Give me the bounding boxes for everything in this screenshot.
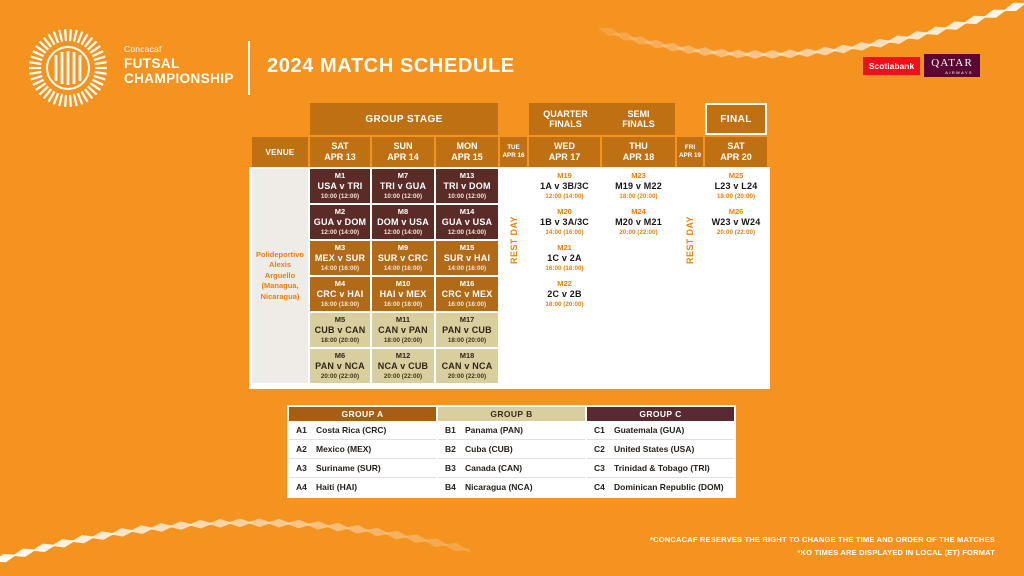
match-cell-m1: M1 USA v TRI 10:00 (12:00) bbox=[310, 169, 370, 203]
match-cell-m14: M14 GUA v USA 12:00 (14:00) bbox=[436, 205, 498, 239]
day-header-fri-apr-19: FRI APR 19 bbox=[677, 137, 703, 167]
day-header-wed-apr-17: WED APR 17 bbox=[529, 137, 600, 167]
match-cell-m5: M5 CUB v CAN 18:00 (20:00) bbox=[310, 313, 370, 347]
sponsor-logos: Scotiabank QATAR AIRWAYS bbox=[862, 54, 980, 77]
match-cell-m22: M22 2C v 2B 18:00 (20:00) bbox=[545, 279, 584, 308]
table-row: C4 Dominican Republic (DOM) bbox=[587, 478, 734, 496]
match-cell-m18: M18 CAN v NCA 20:00 (22:00) bbox=[436, 349, 498, 383]
day-header-tue-apr-16: TUE APR 16 bbox=[500, 137, 527, 167]
match-cell-m15: M15 SUR v HAI 14:00 (16:00) bbox=[436, 241, 498, 275]
header-divider bbox=[248, 41, 250, 95]
table-row: B4 Nicaragua (NCA) bbox=[438, 478, 585, 496]
match-cell-m19: M19 1A v 3B/3C 12:00 (14:00) bbox=[540, 171, 589, 200]
phase-knockout-bar: QUARTER FINALS SEMI FINALS bbox=[529, 103, 675, 135]
match-cell-m21: M21 1C v 2A 16:00 (18:00) bbox=[545, 243, 584, 272]
table-row: B1 Panama (PAN) bbox=[438, 421, 585, 440]
brand-line2: CHAMPIONSHIP bbox=[124, 70, 234, 86]
concacaf-logo bbox=[29, 29, 107, 107]
footnote-line: *KO TIMES ARE DISPLAYED IN LOCAL (ET) FO… bbox=[797, 548, 995, 558]
venue-column-header: VENUE bbox=[252, 137, 308, 167]
rest-day-fri: REST DAY bbox=[685, 216, 696, 264]
futsal-ball-icon bbox=[46, 46, 90, 90]
phase-semi-finals: SEMI FINALS bbox=[622, 108, 655, 129]
match-cell-m6: M6 PAN v NCA 20:00 (22:00) bbox=[310, 349, 370, 383]
phase-final: FINAL bbox=[705, 103, 767, 135]
group-c-table: GROUP C C1 Guatemala (GUA) C2 United Sta… bbox=[587, 407, 734, 496]
match-cell-m20: M20 1B v 3A/3C 14:00 (16:00) bbox=[539, 207, 590, 236]
table-row: C1 Guatemala (GUA) bbox=[587, 421, 734, 440]
rest-day-tue: REST DAY bbox=[508, 216, 519, 264]
sunburst-decoration-top-right bbox=[598, 0, 1024, 59]
table-row: A1 Costa Rica (CRC) bbox=[289, 421, 436, 440]
group-c-header: GROUP C bbox=[587, 407, 734, 421]
group-b-table: GROUP B B1 Panama (PAN) B2 Cuba (CUB) B3… bbox=[438, 407, 585, 496]
table-row: C2 United States (USA) bbox=[587, 440, 734, 459]
match-cell-m25: M25 L23 v L24 18:00 (20:00) bbox=[714, 171, 758, 200]
schedule-table: GROUP STAGE QUARTER FINALS SEMI FINALS F… bbox=[249, 103, 770, 389]
footnotes: *CONCACAF RESERVES THE RIGHT TO CHANGE T… bbox=[650, 533, 995, 559]
day-header-mon-apr-15: MON APR 15 bbox=[436, 137, 498, 167]
phase-quarter-finals: QUARTER FINALS bbox=[543, 108, 588, 129]
match-cell-m10: M10 HAI v MEX 16:00 (18:00) bbox=[372, 277, 434, 311]
qatar-airways-sub: AIRWAYS bbox=[945, 70, 973, 75]
match-cell-m24: M24 M20 v M21 20:00 (22:00) bbox=[615, 207, 662, 236]
table-row: A4 Haiti (HAI) bbox=[289, 478, 436, 496]
match-cell-m12: M12 NCA v CUB 20:00 (22:00) bbox=[372, 349, 434, 383]
match-cell-m17: M17 PAN v CUB 18:00 (20:00) bbox=[436, 313, 498, 347]
match-cell-m4: M4 CRC v HAI 16:00 (18:00) bbox=[310, 277, 370, 311]
match-cell-m2: M2 GUA v DOM 12:00 (14:00) bbox=[310, 205, 370, 239]
day-header-sun-apr-14: SUN APR 14 bbox=[372, 137, 434, 167]
table-row: A2 Mexico (MEX) bbox=[289, 440, 436, 459]
brand-line1: FUTSAL bbox=[124, 56, 180, 72]
match-cell-m26: M26 W23 v W24 20:00 (22:00) bbox=[711, 207, 761, 236]
day-header-sat-apr-20: SAT APR 20 bbox=[705, 137, 767, 167]
match-cell-m8: M8 DOM v USA 12:00 (14:00) bbox=[372, 205, 434, 239]
phase-group-stage: GROUP STAGE bbox=[310, 103, 498, 135]
group-b-header: GROUP B bbox=[438, 407, 585, 421]
match-cell-m7: M7 TRI v GUA 10:00 (12:00) bbox=[372, 169, 434, 203]
table-row: B2 Cuba (CUB) bbox=[438, 440, 585, 459]
brand-pretitle: Concacaf bbox=[124, 44, 162, 54]
table-row: C3 Trinidad & Tobago (TRI) bbox=[587, 459, 734, 478]
group-a-header: GROUP A bbox=[289, 407, 436, 421]
match-cell-m11: M11 CAN v PAN 18:00 (20:00) bbox=[372, 313, 434, 347]
match-cell-m3: M3 MEX v SUR 14:00 (16:00) bbox=[310, 241, 370, 275]
qatar-airways-logo: QATAR AIRWAYS bbox=[924, 54, 980, 77]
group-a-table: GROUP A A1 Costa Rica (CRC) A2 Mexico (M… bbox=[289, 407, 436, 496]
brand-lockup: Concacaf FUTSAL CHAMPIONSHIP bbox=[124, 44, 234, 86]
day-header-thu-apr-18: THU APR 18 bbox=[602, 137, 675, 167]
venue-name: Polideportivo Alexis Arguello (Managua, … bbox=[252, 169, 308, 383]
footnote-line: *CONCACAF RESERVES THE RIGHT TO CHANGE T… bbox=[650, 535, 995, 544]
day-header-sat-apr-13: SAT APR 13 bbox=[310, 137, 370, 167]
match-cell-m9: M9 SUR v CRC 14:00 (16:00) bbox=[372, 241, 434, 275]
table-row: A3 Suriname (SUR) bbox=[289, 459, 436, 478]
match-cell-m13: M13 TRI v DOM 10:00 (12:00) bbox=[436, 169, 498, 203]
match-cell-m16: M16 CRC v MEX 16:00 (18:00) bbox=[436, 277, 498, 311]
group-tables: GROUP A A1 Costa Rica (CRC) A2 Mexico (M… bbox=[287, 405, 736, 498]
scotiabank-logo: Scotiabank bbox=[862, 56, 921, 75]
page-title: 2024 MATCH SCHEDULE bbox=[267, 55, 515, 77]
match-cell-m23: M23 M19 v M22 18:00 (20:00) bbox=[615, 171, 662, 200]
table-row: B3 Canada (CAN) bbox=[438, 459, 585, 478]
qatar-wordmark: QATAR bbox=[931, 57, 973, 69]
